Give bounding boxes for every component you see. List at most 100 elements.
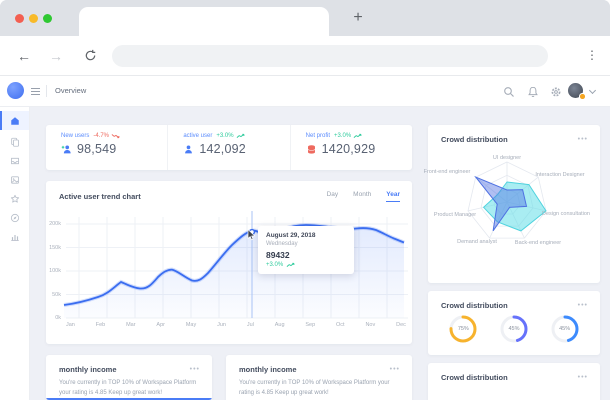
- app-logo-icon[interactable]: [7, 82, 24, 99]
- radar-axis-label: Front-end engineer: [423, 169, 471, 175]
- more-menu-icon[interactable]: •••: [577, 135, 588, 143]
- star-icon: [10, 194, 19, 203]
- more-menu-icon[interactable]: •••: [577, 301, 588, 309]
- stats-card: New users -4.7% 98,549 active user +3.0%: [46, 125, 412, 170]
- radar-series-cyan: [482, 181, 547, 232]
- trend-up-icon: [353, 133, 362, 138]
- stat-value: 1420,929: [321, 142, 376, 156]
- sidebar-item-gallery[interactable]: [0, 171, 29, 189]
- stat-label: Net profit: [305, 133, 330, 139]
- tooltip-value: 89432: [266, 250, 290, 260]
- monthly-income-card-2: monthly income ••• You're currently in T…: [226, 355, 412, 400]
- page-title: Overview: [55, 86, 87, 95]
- mouse-cursor-icon: [247, 229, 256, 241]
- sidebar-item-home[interactable]: [0, 111, 29, 130]
- chevron-down-icon[interactable]: [588, 86, 597, 95]
- sidebar-item-documents[interactable]: [0, 133, 29, 151]
- money-icon: [307, 144, 315, 154]
- stat-label: New users: [61, 133, 90, 139]
- user-add-icon: [61, 145, 71, 153]
- tab-day[interactable]: Day: [326, 191, 339, 198]
- y-tick: 200k: [49, 221, 61, 227]
- donut-ring-1: 75%: [447, 313, 479, 345]
- radar-chart-svg: [467, 161, 547, 239]
- traffic-light-close[interactable]: [15, 14, 24, 23]
- radar-axis-label: Demand analyst: [457, 239, 497, 245]
- donut-card: Crowd distribution ••• 75% 45% 45%: [428, 291, 600, 355]
- radar-axis-label: Interaction Designer: [535, 172, 585, 178]
- monthly-income-card-1: monthly income ••• You're currently in T…: [46, 355, 212, 400]
- left-sidebar: [0, 106, 30, 400]
- stat-delta: -4.7%: [93, 133, 120, 139]
- tooltip-weekday: Wednesday: [266, 241, 298, 247]
- dashboard-viewport: Overview: [0, 76, 610, 400]
- y-tick: 150k: [49, 244, 61, 251]
- sidebar-item-inbox[interactable]: [0, 152, 29, 170]
- progress-bar: [46, 398, 212, 400]
- donut-row: 75% 45% 45%: [428, 313, 600, 345]
- more-menu-icon[interactable]: •••: [389, 365, 400, 373]
- browser-tab[interactable]: [79, 7, 329, 36]
- more-menu-icon[interactable]: •••: [189, 365, 200, 373]
- sidebar-item-star[interactable]: [0, 190, 29, 208]
- browser-menu-button[interactable]: ⋮: [586, 48, 598, 62]
- chart-title: Active user trend chart: [59, 192, 141, 201]
- stat-net-profit: Net profit +3.0% 1420,929: [289, 125, 412, 170]
- radar-card: Crowd distribution ••• UI designer Inter…: [424, 125, 600, 283]
- radar-series-blue: [474, 175, 528, 232]
- chart-tooltip: August 29, 2018 Wednesday 89432 +3.0%: [258, 226, 354, 274]
- sidebar-item-compass[interactable]: [0, 209, 29, 227]
- bottom-crowd-card: Crowd distribution •••: [428, 363, 600, 400]
- trend-down-icon: [111, 134, 120, 139]
- radar-axis-label: Back-end engineer: [514, 240, 562, 246]
- refresh-button[interactable]: [80, 36, 100, 75]
- traffic-light-zoom[interactable]: [43, 14, 52, 23]
- donut-percent: 45%: [508, 326, 520, 332]
- app-header: Overview: [0, 76, 610, 107]
- stat-value: 98,549: [77, 142, 117, 156]
- donut-percent: 45%: [559, 326, 571, 332]
- refresh-icon: [85, 49, 95, 61]
- stat-delta: +3.0%: [216, 133, 244, 139]
- stat-new-users: New users -4.7% 98,549: [46, 125, 167, 170]
- gear-icon[interactable]: [550, 85, 562, 97]
- card-body-text: You're currently in TOP 10% of Workspace…: [239, 380, 390, 396]
- x-axis-labels: Jan Feb Mar Apr May Jun Jul Aug Sep Oct Nov Dec: [66, 322, 406, 328]
- stat-value: 142,092: [199, 142, 246, 156]
- tab-month[interactable]: Month: [353, 191, 372, 198]
- stat-delta: +3.0%: [334, 133, 362, 139]
- stat-active-user: active user +3.0% 142,092: [167, 125, 289, 170]
- tooltip-date: August 29, 2018: [266, 232, 316, 239]
- card-title: monthly income: [59, 365, 117, 374]
- hamburger-menu-icon[interactable]: [31, 90, 40, 92]
- tab-year[interactable]: Year: [386, 191, 400, 202]
- y-tick: 0k: [55, 315, 61, 321]
- more-menu-icon[interactable]: •••: [577, 373, 588, 381]
- bar-chart-icon: [10, 235, 19, 241]
- card-title: monthly income: [239, 365, 297, 374]
- radar-axis-label: Design consultation: [541, 211, 591, 217]
- bell-icon[interactable]: [527, 85, 539, 98]
- documents-icon: [10, 137, 19, 147]
- line-chart-plot[interactable]: 200k 150k 100k 50k 0k Jan Feb Mar Apr May Jun…: [46, 209, 412, 344]
- inbox-icon: [10, 157, 19, 165]
- radar-axis-label: UI designer: [492, 155, 522, 161]
- card-title: Crowd distribution: [441, 135, 508, 144]
- donut-ring-2: 45%: [498, 313, 530, 345]
- trend-chart-card: Active user trend chart Day Month Year: [46, 181, 412, 344]
- gallery-icon: [10, 176, 19, 184]
- trend-up-icon: [286, 262, 295, 267]
- search-icon[interactable]: [503, 85, 515, 97]
- card-title: Crowd distribution: [441, 373, 508, 382]
- donut-ring-3: 45%: [549, 313, 581, 345]
- user-icon: [185, 145, 193, 153]
- y-tick: 50k: [52, 291, 61, 298]
- new-tab-button[interactable]: +: [353, 9, 363, 26]
- forward-button[interactable]: →: [49, 47, 63, 64]
- donut-percent: 75%: [457, 326, 469, 332]
- traffic-light-minimize[interactable]: [29, 14, 38, 23]
- back-button[interactable]: ←: [17, 47, 31, 64]
- sidebar-item-analytics[interactable]: [0, 228, 29, 246]
- address-bar[interactable]: [112, 45, 548, 67]
